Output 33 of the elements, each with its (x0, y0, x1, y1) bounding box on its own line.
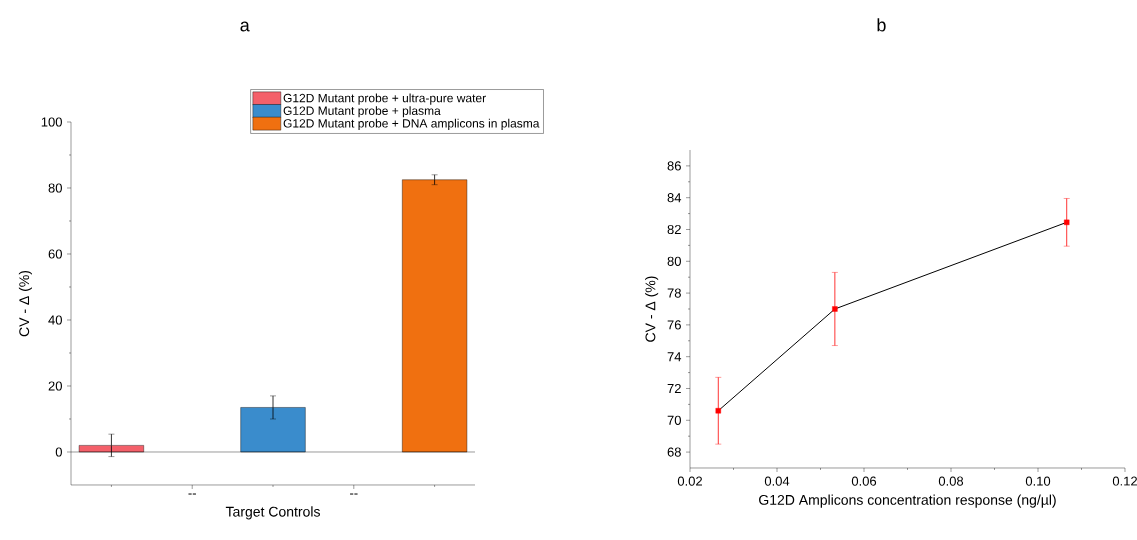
y-tick-label: 76 (667, 320, 681, 330)
x-tick-label: 0.08 (938, 476, 964, 486)
chart-title: b (877, 18, 886, 32)
y-tick-label: 100 (41, 117, 62, 127)
x-axis-title: Target Controls (225, 506, 320, 520)
y-tick-label: 0 (55, 447, 62, 457)
x-tick-label: 0.10 (1025, 476, 1051, 486)
y-tick-label: 20 (48, 381, 62, 391)
y-tick-label: 40 (48, 315, 62, 325)
y-axis-title: CV - Δ (%) (18, 270, 32, 337)
y-tick-label: 68 (667, 447, 681, 457)
y-tick-label: 78 (667, 288, 681, 298)
x-tick-label: -- (350, 493, 358, 495)
y-tick-label: 86 (667, 161, 681, 171)
y-tick-label: 80 (667, 256, 681, 266)
x-tick-label: 0.06 (851, 476, 877, 486)
y-tick-label: 70 (667, 415, 681, 425)
y-tick-label: 74 (667, 352, 682, 362)
y-axis-title: CV - Δ (%) (645, 276, 659, 342)
x-tick-label: 0.02 (677, 476, 702, 486)
legend-label: G12D Mutant probe + ultra-pure water (283, 93, 486, 105)
legend-label: G12D Mutant probe + plasma (283, 106, 441, 118)
y-tick-label: 84 (667, 193, 682, 203)
x-axis-title: G12D Amplicons concentration response (ng/µl) (759, 494, 1056, 508)
x-tick-label: 0.12 (1112, 476, 1137, 486)
x-tick-label: 0.04 (764, 476, 790, 486)
legend-label: G12D Mutant probe + DNA amplicons in plasma (283, 118, 540, 130)
x-tick-label: -- (188, 493, 196, 495)
y-tick-label: 72 (667, 383, 681, 394)
y-tick-label: 82 (667, 224, 681, 235)
y-tick-label: 60 (48, 249, 62, 259)
y-tick-label: 80 (48, 183, 62, 193)
chart-title: a (240, 21, 250, 32)
